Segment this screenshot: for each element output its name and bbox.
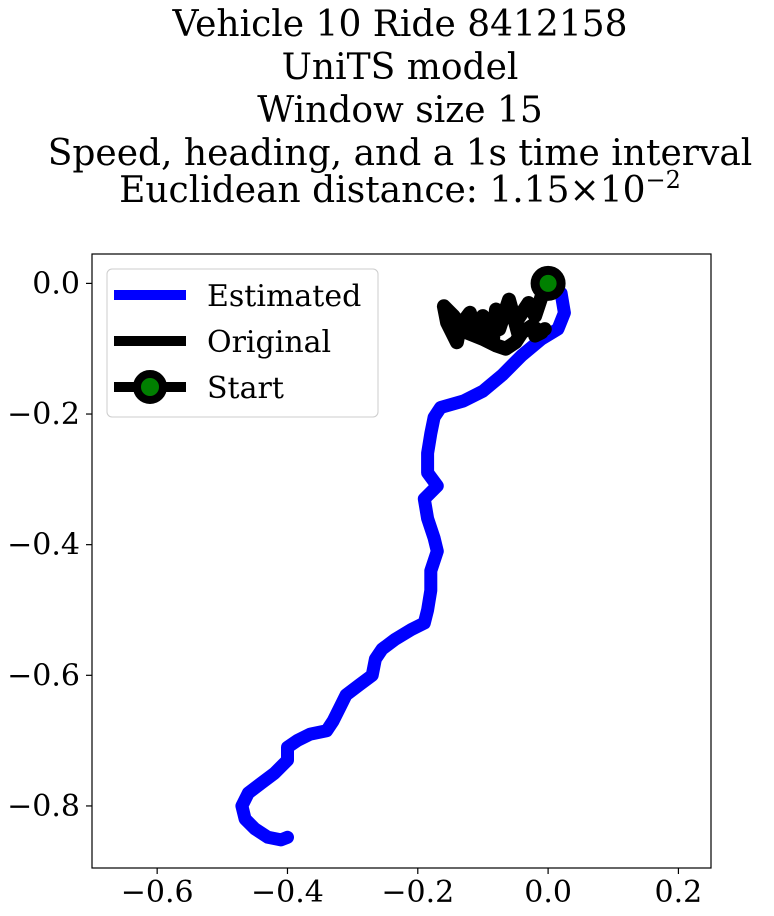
legend-start-label: Start — [207, 371, 284, 406]
x-tick-label: −0.4 — [251, 875, 324, 910]
series-line-original — [436, 276, 556, 356]
x-tick-label: 0.0 — [524, 875, 572, 910]
metric-mantissa: 1.15 — [489, 170, 569, 211]
chart-title-line-2: UniTS model — [282, 47, 519, 88]
chart-title-line-4: Speed, heading, and a 1s time interval — [48, 133, 753, 174]
y-tick-label: −0.2 — [7, 397, 80, 432]
series-layer — [235, 265, 571, 847]
x-tick-label: 0.2 — [655, 875, 703, 910]
x-tick-label: −0.6 — [121, 875, 194, 910]
plot-frame — [91, 253, 712, 869]
legend-original-label: Original — [207, 325, 331, 360]
chart-title-line-1: Vehicle 10 Ride 8412158 — [171, 4, 627, 45]
legend-frame — [106, 268, 379, 418]
x-tick-label: −0.2 — [381, 875, 454, 910]
legend-estimated-label: Estimated — [207, 279, 361, 314]
start-marker — [530, 265, 566, 301]
series-line-estimated — [235, 276, 571, 847]
legend-start-marker — [133, 370, 167, 404]
y-tick-label: −0.6 — [7, 658, 80, 693]
x-axis: −0.6 −0.4 −0.2 0.0 0.2 — [121, 868, 703, 910]
y-axis: 0.0 −0.2 −0.4 −0.6 −0.8 — [7, 266, 92, 824]
metric-times: × — [570, 170, 600, 211]
metric-exponent: −2 — [646, 166, 681, 194]
metric-base: 10 — [600, 170, 646, 211]
legend: Estimated Original Start — [106, 268, 379, 418]
chart-title-line-3: Window size 15 — [257, 90, 543, 131]
y-tick-label: 0.0 — [32, 266, 80, 301]
chart-title-metric: Euclidean distance: 1.15×10−2 — [119, 166, 681, 211]
y-tick-label: −0.8 — [7, 789, 80, 824]
y-tick-label: −0.4 — [7, 528, 80, 563]
metric-label: Euclidean distance: — [119, 170, 489, 211]
